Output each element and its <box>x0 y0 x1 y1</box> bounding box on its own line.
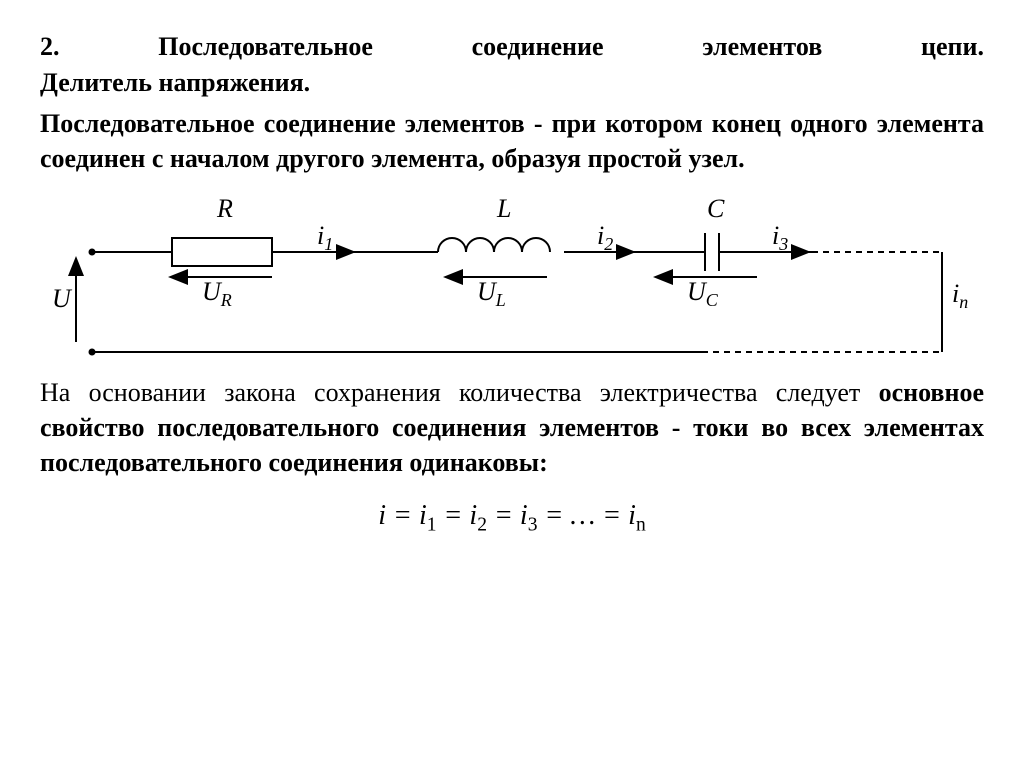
svg-text:i2: i2 <box>597 221 613 254</box>
svg-text:UR: UR <box>202 277 232 310</box>
svg-text:i3: i3 <box>772 221 788 254</box>
definition-paragraph: Последовательное соединение элементов - … <box>40 106 984 176</box>
svg-text:i1: i1 <box>317 221 333 254</box>
svg-text:UC: UC <box>687 277 719 310</box>
equation: i = i1 = i2 = i3 = … = in <box>40 500 984 537</box>
svg-text:in: in <box>952 279 968 312</box>
section-heading-line1: 2. Последовательное соединение элементов… <box>40 30 984 64</box>
svg-text:R: R <box>216 194 233 223</box>
section-heading-line2: Делитель напряжения. <box>40 68 984 98</box>
circuit-diagram: URi1URLi2ULCi3UCin <box>42 182 982 367</box>
svg-text:C: C <box>707 194 725 223</box>
svg-text:U: U <box>52 284 73 313</box>
svg-text:UL: UL <box>477 277 506 310</box>
svg-text:L: L <box>496 194 511 223</box>
body-paragraph: На основании закона сохранения количеств… <box>40 375 984 480</box>
